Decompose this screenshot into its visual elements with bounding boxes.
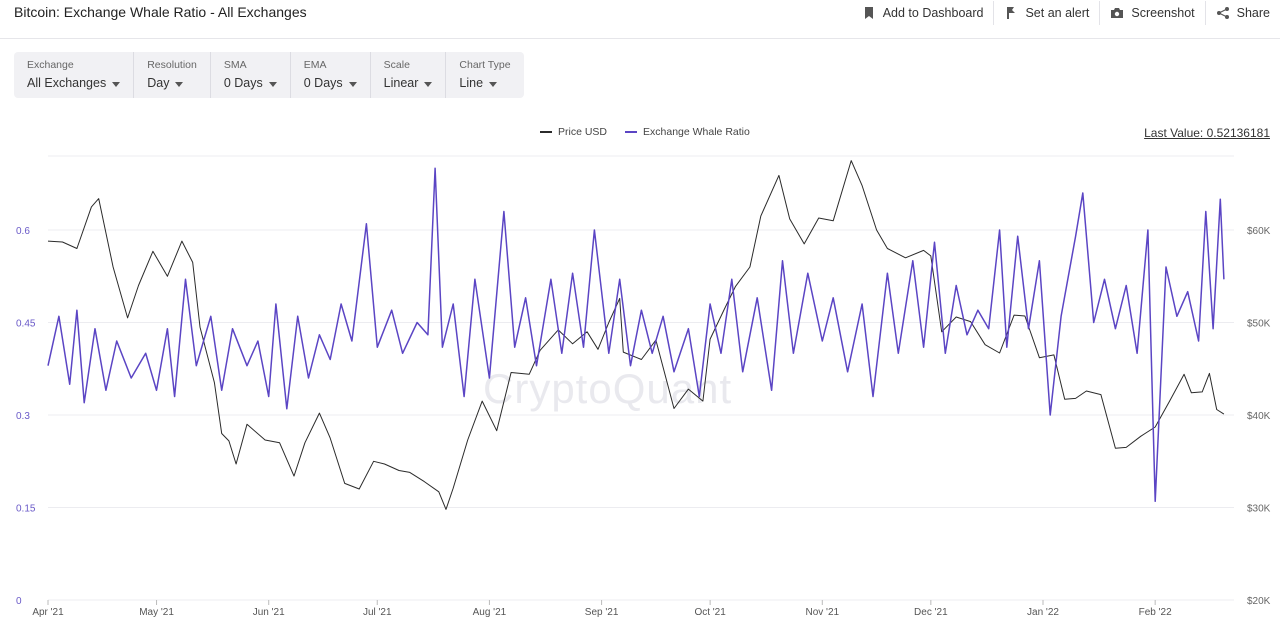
scale-select[interactable]: Scale Linear [371,52,447,98]
x-tick-label: Nov '21 [806,607,840,618]
chevron-down-icon [268,81,277,87]
x-tick-label: Sep '21 [585,607,619,618]
chart-header: Bitcoin: Exchange Whale Ratio - All Exch… [0,0,1280,39]
page-title: Bitcoin: Exchange Whale Ratio - All Exch… [14,4,307,20]
x-tick-label: Feb '22 [1139,607,1172,618]
scale-label: Scale [383,59,410,71]
x-tick-label: May '21 [139,607,174,618]
sma-value: 0 Days [223,76,263,90]
resolution-select[interactable]: Resolution Day [134,52,211,98]
share-button[interactable]: Share [1206,1,1280,25]
chevron-down-icon [348,81,357,87]
ema-label: EMA [303,59,327,71]
y-left-tick-label: 0.6 [16,226,30,237]
resolution-value: Day [147,76,170,90]
y-left-tick-label: 0.3 [16,411,30,422]
x-tick-label: Jan '22 [1027,607,1059,618]
chart-controls: Exchange All Exchanges Resolution Day SM… [14,52,524,98]
series-line-whale-ratio [47,167,1225,503]
series-line-price [47,160,1225,510]
y-right-tick-label: $40K [1247,411,1271,422]
share-label: Share [1236,6,1270,20]
bookmark-icon [864,7,873,19]
legend-swatch-ratio [625,131,638,133]
x-tick-label: Jul '21 [363,607,392,618]
header-actions: Add to Dashboard Set an alert Screenshot… [852,0,1280,26]
chevron-down-icon [112,81,121,87]
exchange-select[interactable]: Exchange All Exchanges [14,52,135,98]
x-tick-label: Apr '21 [32,607,64,618]
resolution-label: Resolution [147,59,197,71]
exchange-value: All Exchanges [27,76,107,90]
chart-type-select[interactable]: Chart Type Line [446,52,523,98]
legend-label-price: Price USD [558,126,608,138]
x-tick-label: Dec '21 [914,607,948,618]
y-right-tick-label: $20K [1247,596,1271,607]
x-tick-label: Jun '21 [253,607,285,618]
y-right-tick-label: $50K [1247,319,1271,330]
exchange-label: Exchange [27,59,74,71]
share-icon [1216,7,1229,19]
scale-value: Linear [383,76,419,90]
last-value-link[interactable]: Last Value: 0.52136181 [1144,126,1270,140]
screenshot-button[interactable]: Screenshot [1100,1,1206,25]
chart-legend: Price USD Exchange Whale Ratio [540,126,750,138]
legend-item-price[interactable]: Price USD [540,126,607,138]
screenshot-label: Screenshot [1131,6,1195,20]
ema-select[interactable]: EMA 0 Days [291,52,371,98]
set-alert-label: Set an alert [1025,6,1090,20]
x-tick-label: Aug '21 [473,607,507,618]
y-left-tick-label: 0.15 [16,504,36,515]
line-chart: 0 0.15 0.3 0.45 0.6 $20K $30K $40K $50K $60K Apr '… [16,155,1271,618]
sma-select[interactable]: SMA 0 Days [211,52,291,98]
chevron-down-icon [175,81,184,87]
chart-type-value: Line [459,76,484,90]
chevron-down-icon [489,81,498,87]
alert-flag-icon [1007,7,1016,19]
ema-value: 0 Days [303,76,343,90]
y-left-tick-label: 0 [16,596,22,607]
chevron-down-icon [424,81,433,87]
legend-item-ratio[interactable]: Exchange Whale Ratio [625,126,750,138]
y-right-tick-label: $30K [1247,504,1271,515]
watermark-logo: CryptoQuant [483,365,733,412]
chart-type-label: Chart Type [459,59,511,71]
camera-icon [1111,8,1124,18]
add-to-dashboard-button[interactable]: Add to Dashboard [852,1,995,25]
y-left-tick-label: 0.45 [16,319,36,330]
legend-label-ratio: Exchange Whale Ratio [643,126,750,138]
sma-label: SMA [223,59,247,71]
set-alert-button[interactable]: Set an alert [994,1,1101,25]
x-tick-label: Oct '21 [694,607,726,618]
add-to-dashboard-label: Add to Dashboard [882,6,984,20]
legend-swatch-price [540,131,552,133]
y-right-tick-label: $60K [1247,226,1271,237]
